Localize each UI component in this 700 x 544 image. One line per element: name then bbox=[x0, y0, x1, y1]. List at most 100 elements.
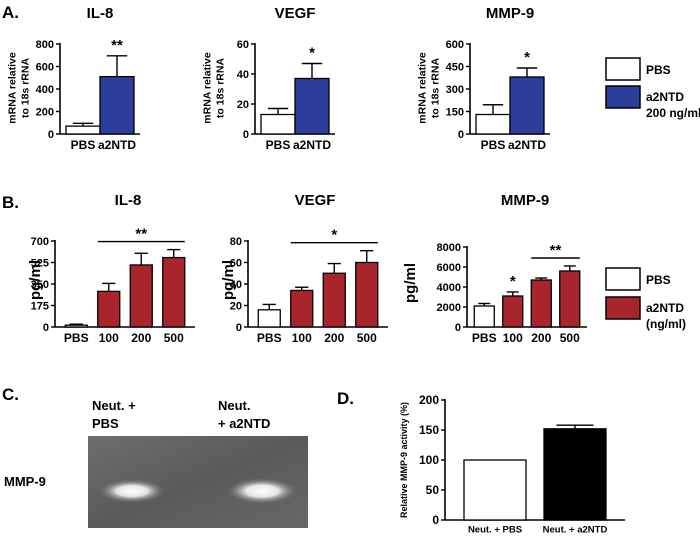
y-axis-label: to 18s rRNA bbox=[430, 58, 442, 119]
x-category-label: Neut. + PBS bbox=[468, 525, 522, 536]
x-category-label: 500 bbox=[560, 331, 580, 345]
panel-label-b: B. bbox=[2, 193, 19, 212]
x-category-label: 200 bbox=[531, 331, 551, 345]
y-tick-label: 6000 bbox=[437, 262, 461, 274]
bar bbox=[257, 309, 281, 328]
x-category-label: PBS bbox=[257, 331, 282, 345]
panel-label-d: D. bbox=[337, 389, 354, 408]
y-tick-label: 40 bbox=[230, 279, 242, 291]
x-category-label: PBS bbox=[266, 138, 291, 152]
chart-a-vegf: VEGF 0 20 40 60 mRNA relative to 18s rRNA PBS a2… bbox=[202, 5, 335, 152]
x-category-label: 200 bbox=[131, 331, 151, 345]
bar bbox=[509, 76, 545, 135]
panel-label-a: A. bbox=[2, 3, 19, 22]
chart-b-mmp9: MMP-9 0 2000 4000 6000 8000 pg/ml PBS 100 200 500 *… bbox=[402, 192, 587, 345]
y-tick-label: 2000 bbox=[437, 302, 461, 314]
y-tick-label: 60 bbox=[230, 258, 242, 270]
y-tick-label: 150 bbox=[419, 423, 439, 437]
y-tick-label: 700 bbox=[31, 236, 49, 248]
y-axis-label: to 18s rRNA bbox=[20, 58, 32, 119]
significance-marker: * bbox=[331, 227, 337, 244]
legend-a-treat-label: a2NTD bbox=[646, 90, 684, 104]
chart-title: MMP-9 bbox=[501, 192, 549, 209]
y-axis-label: mRNA relative bbox=[202, 52, 214, 124]
x-category-label: PBS bbox=[481, 138, 506, 152]
bar bbox=[294, 77, 330, 135]
y-tick-label: 175 bbox=[31, 301, 49, 313]
chart-title: IL-8 bbox=[87, 5, 114, 22]
significance-marker: * bbox=[510, 273, 516, 290]
bar bbox=[322, 272, 346, 328]
chart-a-mmp9: MMP-9 0 150 300 450 600 mRNA relative to 18s rR… bbox=[417, 5, 550, 152]
gel-lane2-label-line2: + a2NTD bbox=[218, 416, 270, 431]
y-tick-label: 600 bbox=[446, 39, 464, 51]
x-category-label: 500 bbox=[357, 331, 377, 345]
y-tick-label: 20 bbox=[230, 301, 242, 313]
y-tick-label: 0 bbox=[455, 322, 461, 334]
x-category-label: PBS bbox=[71, 138, 96, 152]
chart-title: IL-8 bbox=[115, 192, 142, 209]
y-tick-label: 0 bbox=[43, 322, 49, 334]
legend-a-pbs-label: PBS bbox=[646, 63, 671, 77]
legend-b: PBS a2NTD (ng/ml) bbox=[605, 267, 686, 331]
y-tick-label: 0 bbox=[458, 129, 464, 141]
gel-band-lane1 bbox=[98, 479, 166, 503]
chart-b-vegf: VEGF 0 20 40 60 80 pg/ml PBS 100 200 500 * bbox=[220, 192, 388, 345]
bar bbox=[64, 324, 88, 328]
y-tick-label: 600 bbox=[36, 62, 54, 74]
panel-label-c: C. bbox=[2, 385, 19, 404]
y-axis-label: pg/ml bbox=[402, 263, 419, 303]
x-category-label: a2NTD bbox=[293, 138, 331, 152]
chart-title: MMP-9 bbox=[486, 5, 534, 22]
y-axis-label: to 18s rRNA bbox=[215, 58, 227, 119]
x-category-label: PBS bbox=[64, 331, 89, 345]
y-tick-label: 200 bbox=[36, 107, 54, 119]
bar bbox=[97, 290, 121, 328]
significance-marker: ** bbox=[111, 37, 123, 54]
y-tick-label: 400 bbox=[36, 84, 54, 96]
legend-b-pbs-swatch bbox=[605, 267, 641, 291]
x-category-label: a2NTD bbox=[98, 138, 136, 152]
y-axis-label: pg/ml bbox=[220, 260, 237, 300]
legend-b-treat-label: a2NTD bbox=[646, 301, 684, 315]
legend-a-treat-swatch bbox=[605, 85, 641, 109]
significance-marker: ** bbox=[550, 242, 562, 259]
significance-marker: * bbox=[309, 45, 315, 62]
x-category-label: 100 bbox=[99, 331, 119, 345]
gel-lane1-label-line2: PBS bbox=[92, 416, 119, 431]
gel-panel: Neut. + PBS Neut. + a2NTD MMP-9 bbox=[4, 398, 308, 528]
y-axis-label: pg/ml bbox=[27, 260, 44, 300]
y-tick-label: 0 bbox=[236, 322, 242, 334]
bar bbox=[543, 428, 607, 521]
y-tick-label: 20 bbox=[237, 99, 249, 111]
x-category-label: Neut. + a2NTD bbox=[543, 525, 608, 536]
chart-a-il8: IL-8 0 200 400 600 800 mRNA relative to 18s rRN… bbox=[7, 5, 140, 152]
y-tick-label: 150 bbox=[446, 107, 464, 119]
bar bbox=[475, 113, 511, 135]
x-category-label: PBS bbox=[472, 331, 497, 345]
significance-marker: * bbox=[524, 49, 530, 66]
x-category-label: 500 bbox=[164, 331, 184, 345]
legend-b-treat-swatch bbox=[605, 296, 641, 320]
gel-band-lane2 bbox=[226, 478, 298, 504]
chart-d-activity: 0 50 100 150 200 Relative MMP-9 activity (%) N… bbox=[399, 393, 625, 536]
bar bbox=[559, 270, 581, 328]
chart-b-il8: IL-8 0 175 350 525 700 pg/ml PBS 100 200 500 ** bbox=[27, 192, 195, 345]
y-tick-label: 60 bbox=[237, 39, 249, 51]
x-category-label: 100 bbox=[292, 331, 312, 345]
y-axis-label: mRNA relative bbox=[417, 52, 429, 124]
bar bbox=[260, 113, 296, 135]
y-tick-label: 8000 bbox=[437, 242, 461, 254]
x-category-label: a2NTD bbox=[508, 138, 546, 152]
legend-b-treat-unit: (ng/ml) bbox=[646, 317, 686, 331]
bar bbox=[290, 289, 314, 328]
bar bbox=[530, 279, 552, 328]
y-tick-label: 0 bbox=[243, 129, 249, 141]
y-tick-label: 350 bbox=[31, 279, 49, 291]
legend-a: PBS a2NTD 200 ng/ml bbox=[605, 57, 700, 120]
gel-lane2-label-line1: Neut. bbox=[218, 398, 251, 413]
y-tick-label: 0 bbox=[432, 513, 439, 527]
legend-a-treat-dose: 200 ng/ml bbox=[646, 106, 700, 120]
y-axis-label: Relative MMP-9 activity (%) bbox=[399, 402, 409, 518]
bar bbox=[129, 264, 153, 328]
